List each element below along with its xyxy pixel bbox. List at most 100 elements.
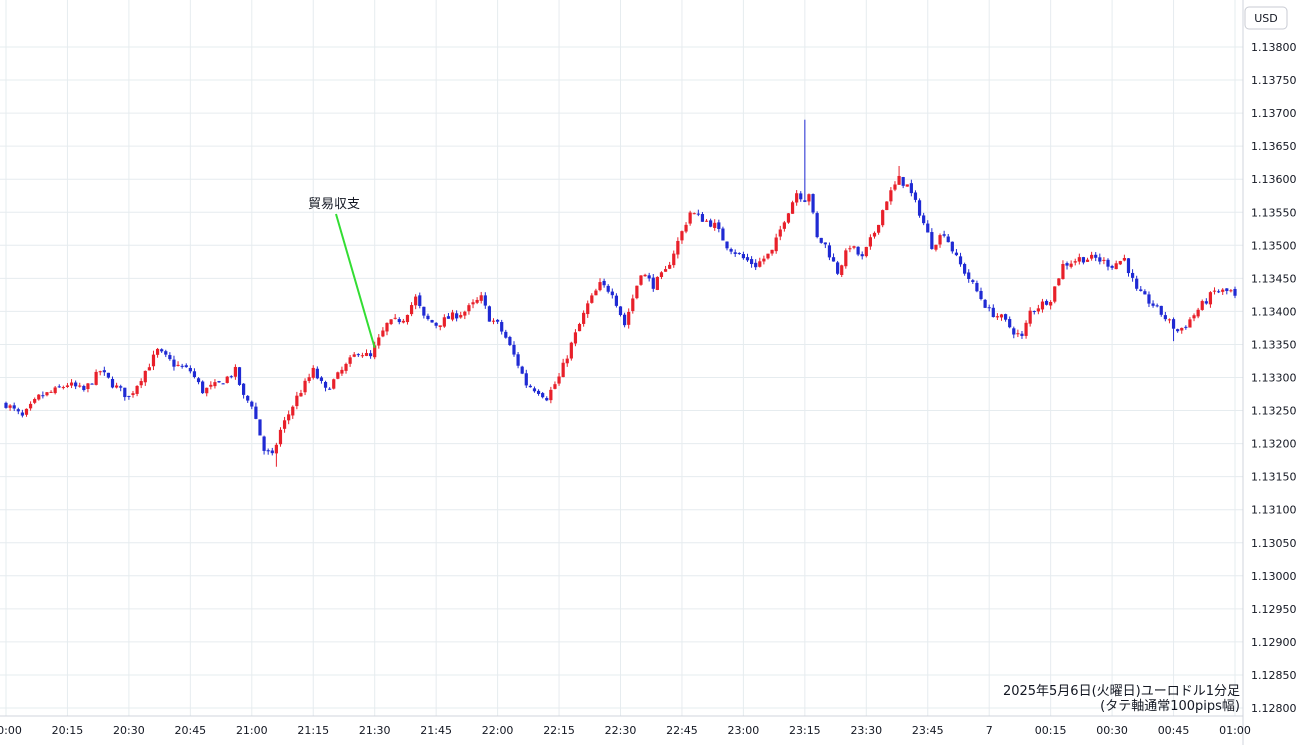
- candle: [1012, 326, 1016, 339]
- candle: [569, 341, 573, 361]
- candle: [98, 370, 102, 376]
- candle-body: [1073, 261, 1077, 263]
- candle: [115, 382, 119, 389]
- candle: [1217, 289, 1221, 294]
- candle: [442, 314, 446, 328]
- candle-body: [1040, 301, 1045, 310]
- candle: [16, 407, 20, 415]
- candle-body: [61, 387, 65, 389]
- price-tick-label: 1.13650: [1251, 140, 1297, 153]
- candle: [201, 380, 205, 395]
- candle: [168, 352, 172, 361]
- candle-body: [766, 253, 770, 259]
- time-tick-label: 20:45: [174, 724, 206, 737]
- candle: [360, 352, 365, 358]
- candle-body: [831, 257, 836, 262]
- candle-body: [811, 194, 815, 213]
- candle-body: [1081, 257, 1086, 263]
- candle-body: [1196, 309, 1200, 317]
- candle-body: [590, 295, 594, 303]
- candle-body: [668, 264, 672, 269]
- candle: [561, 358, 565, 378]
- candle-body: [1184, 326, 1188, 328]
- candle: [37, 394, 41, 401]
- candle: [155, 347, 160, 358]
- candle: [250, 400, 254, 410]
- candle: [1040, 298, 1045, 313]
- candle: [766, 253, 770, 260]
- candle: [795, 190, 799, 206]
- time-tick-label: 22:30: [605, 724, 637, 737]
- candle: [704, 219, 709, 222]
- time-tick-label: 23:15: [789, 724, 821, 737]
- candle: [348, 355, 352, 367]
- price-tick-label: 1.13350: [1251, 338, 1297, 351]
- candle-body: [815, 213, 819, 238]
- candle: [418, 292, 422, 309]
- candle: [713, 219, 717, 231]
- candle: [151, 350, 156, 371]
- candle-body: [524, 373, 528, 386]
- candle: [532, 386, 537, 393]
- candle: [516, 352, 520, 369]
- time-tick-label: 20:00: [0, 724, 22, 737]
- candle: [639, 275, 643, 286]
- candle: [696, 209, 700, 217]
- candle-body: [1102, 259, 1106, 261]
- candle: [1159, 305, 1163, 317]
- currency-badge[interactable]: [1244, 6, 1288, 30]
- candle: [65, 383, 70, 388]
- candle-body: [250, 401, 254, 407]
- candle: [745, 253, 750, 262]
- candle-body: [860, 254, 864, 257]
- candle-body: [57, 386, 61, 388]
- candle-body: [717, 222, 721, 229]
- candle: [282, 416, 287, 433]
- candle-body: [758, 261, 762, 267]
- candle: [1098, 253, 1102, 265]
- time-tick-label: 20:30: [113, 724, 145, 737]
- candle: [934, 244, 938, 252]
- candle: [45, 391, 49, 397]
- candle-body: [393, 317, 397, 319]
- candle: [930, 228, 934, 250]
- candle-body: [696, 213, 700, 215]
- candle: [848, 245, 852, 253]
- candle: [647, 272, 651, 282]
- event-annotation: 貿易収支: [308, 197, 376, 349]
- candle: [328, 387, 332, 390]
- candle-body: [987, 307, 991, 309]
- candle-body: [184, 365, 188, 368]
- candle-body: [467, 305, 471, 312]
- candle-body: [455, 313, 459, 319]
- candle: [803, 119, 807, 203]
- candle-body: [1098, 257, 1102, 262]
- candle: [270, 447, 274, 456]
- candle: [61, 385, 65, 390]
- candle: [82, 384, 86, 392]
- price-tick-label: 1.12900: [1251, 636, 1297, 649]
- candle: [41, 391, 45, 399]
- time-axis[interactable]: 20:00 20:15 20:30 20:45 21:00 21:15 21:30 21:45…: [0, 724, 1251, 737]
- candle-body: [389, 319, 393, 325]
- candle-body: [16, 409, 20, 412]
- price-axis[interactable]: USD 1.138001.137501.137001.136501.136001…: [1244, 6, 1297, 715]
- candle: [1180, 327, 1184, 334]
- candle-body: [1094, 254, 1098, 258]
- candle: [1139, 286, 1143, 292]
- candle-body: [1155, 305, 1159, 307]
- candle: [889, 187, 893, 205]
- candle: [455, 310, 459, 322]
- candle: [110, 376, 115, 389]
- candle-body: [729, 249, 733, 252]
- candle: [184, 363, 188, 368]
- candle: [86, 382, 90, 393]
- candle: [688, 210, 692, 226]
- candle: [577, 322, 582, 332]
- candle: [196, 377, 201, 385]
- candle-body: [803, 200, 807, 202]
- price-tick-label: 1.13600: [1251, 173, 1297, 186]
- candle: [1073, 258, 1077, 266]
- candle-body: [520, 366, 524, 374]
